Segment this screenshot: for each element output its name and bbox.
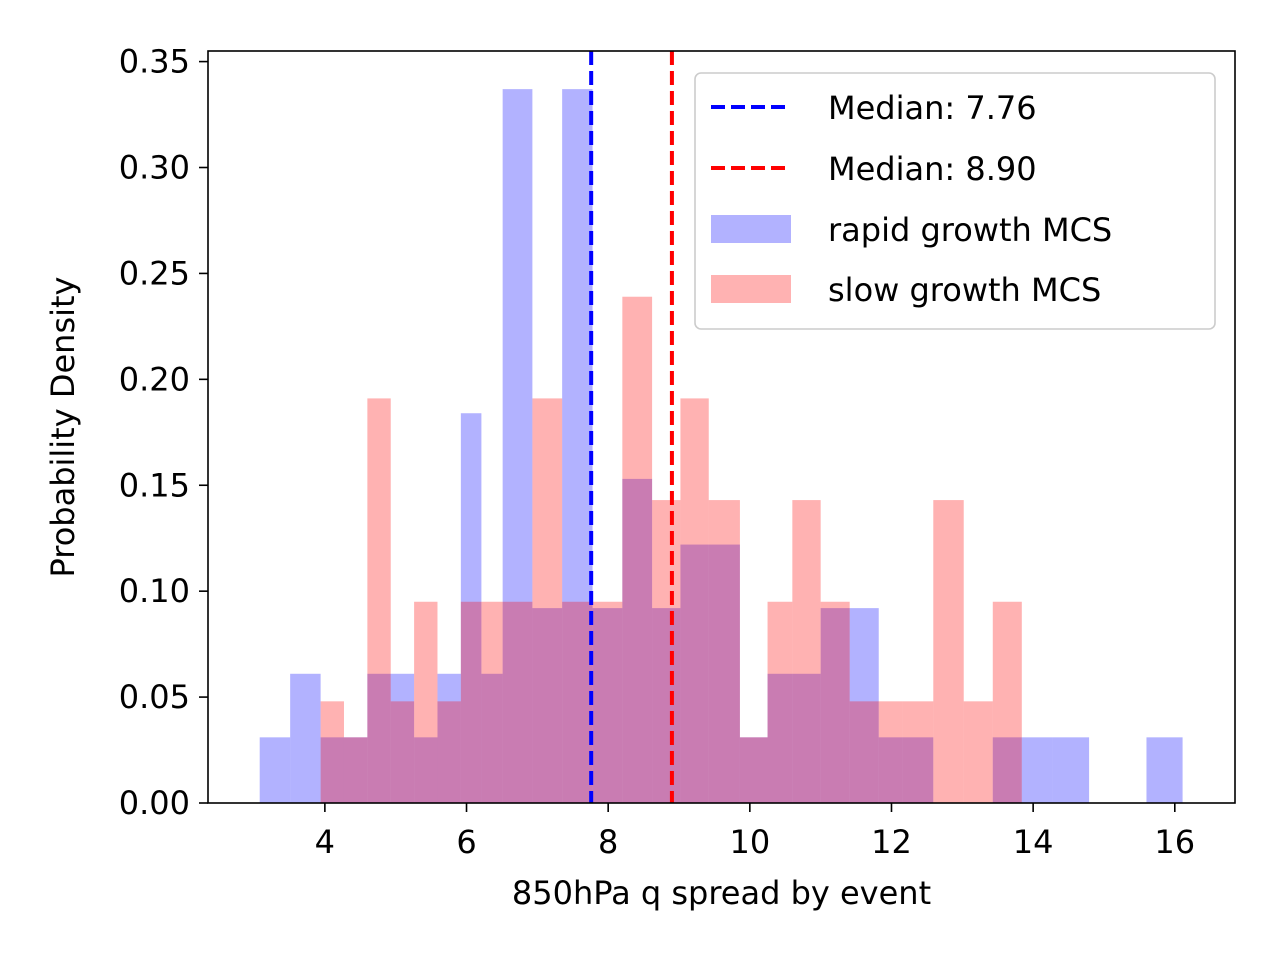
legend-items: Median: 7.76 Median: 8.90 rapid growth MCS… — [711, 89, 1112, 309]
histogram-bar — [437, 673, 461, 803]
histogram-bar — [259, 737, 291, 803]
histogram-bar — [652, 500, 681, 803]
histogram-bar — [1146, 737, 1183, 803]
histogram-bar — [502, 89, 533, 803]
x-tick-label: 14 — [1013, 823, 1054, 861]
y-tick-label: 0.15 — [119, 466, 190, 504]
series-slow-growth — [320, 296, 1022, 803]
median-lines — [589, 51, 674, 803]
x-tick-label: 8 — [598, 823, 618, 861]
histogram-bar — [652, 608, 681, 803]
x-axis-ticks: 4 6 8 10 12 14 16 — [315, 803, 1195, 861]
histogram-bar — [343, 737, 368, 803]
histogram-bar — [592, 608, 623, 803]
legend-median-label: Median: 7.76 — [828, 89, 1037, 127]
histogram-bar — [562, 89, 593, 803]
y-tick-label: 0.20 — [119, 360, 190, 398]
histogram-bar — [622, 296, 653, 803]
histogram-bar — [933, 500, 964, 803]
histogram-bar — [290, 673, 321, 803]
histogram-bar — [320, 701, 344, 803]
histogram-bar — [481, 601, 503, 803]
histogram-bar — [963, 701, 993, 803]
x-tick-label: 6 — [456, 823, 476, 861]
histogram-bar — [902, 737, 934, 803]
histogram-bar — [767, 601, 793, 803]
x-tick-label: 12 — [871, 823, 912, 861]
legend: Median: 7.76 Median: 8.90 rapid growth MCS… — [694, 72, 1216, 330]
legend-series-label: slow growth MCS — [828, 271, 1101, 309]
x-axis-label: 850hPa q spread by event — [512, 874, 931, 912]
y-tick-label: 0.25 — [119, 254, 190, 292]
histogram-bar — [532, 608, 563, 803]
bars-layer — [259, 89, 1183, 803]
histogram-bar — [390, 701, 415, 803]
histogram-bar — [992, 737, 1022, 803]
histogram-bar — [878, 701, 903, 803]
histogram-bar — [437, 701, 461, 803]
histogram-bar — [390, 673, 415, 803]
histogram-bar — [592, 601, 623, 803]
y-tick-label: 0.10 — [119, 572, 190, 610]
legend-series-swatch — [711, 275, 791, 303]
histogram-bar — [792, 500, 821, 803]
histogram-bar — [1021, 737, 1053, 803]
histogram-bar — [680, 398, 709, 803]
y-tick-label: 0.05 — [119, 678, 190, 716]
histogram-bar — [367, 398, 391, 803]
histogram-bar — [992, 601, 1022, 803]
histogram-bar — [849, 701, 879, 803]
histogram-bar — [1052, 737, 1090, 803]
legend-series-label: rapid growth MCS — [828, 211, 1112, 249]
axes-frame — [207, 50, 1236, 804]
y-tick-label: 0.35 — [119, 43, 190, 81]
y-axis-label: Probability Density — [44, 277, 82, 578]
histogram-bar — [502, 601, 533, 803]
histogram-bar — [820, 601, 850, 803]
histogram-bar — [708, 544, 740, 803]
x-tick-label: 10 — [729, 823, 770, 861]
legend-box — [694, 72, 1216, 330]
histogram-bar — [460, 413, 482, 803]
y-axis-ticks: 0.00 0.05 0.10 0.15 0.20 0.25 0.30 0.35 — [119, 43, 208, 822]
histogram-bar — [367, 673, 391, 803]
legend-median-label: Median: 8.90 — [828, 150, 1037, 188]
histogram-bar — [792, 673, 821, 803]
histogram-bar — [532, 398, 563, 803]
histogram-bar — [739, 737, 768, 803]
histogram-bar — [739, 737, 768, 803]
histogram-bar — [343, 737, 368, 803]
series-rapid-growth — [259, 89, 1183, 803]
histogram-bar — [680, 544, 709, 803]
histogram-bar — [414, 737, 438, 803]
x-tick-label: 16 — [1154, 823, 1195, 861]
y-tick-label: 0.00 — [119, 784, 190, 822]
y-tick-label: 0.30 — [119, 149, 190, 187]
histogram-bar — [414, 601, 438, 803]
histogram-bar — [708, 500, 740, 803]
histogram-bar — [767, 673, 793, 803]
histogram-bar — [562, 601, 593, 803]
histogram-bar — [878, 737, 903, 803]
histogram-bar — [481, 673, 503, 803]
histogram-bar — [849, 608, 879, 803]
x-tick-label: 4 — [315, 823, 335, 861]
histogram-bar — [820, 608, 850, 803]
legend-series-swatch — [711, 215, 791, 243]
histogram-bar — [902, 701, 934, 803]
histogram-bar — [460, 601, 482, 803]
histogram-bar — [622, 478, 653, 803]
histogram-bar — [320, 737, 344, 803]
